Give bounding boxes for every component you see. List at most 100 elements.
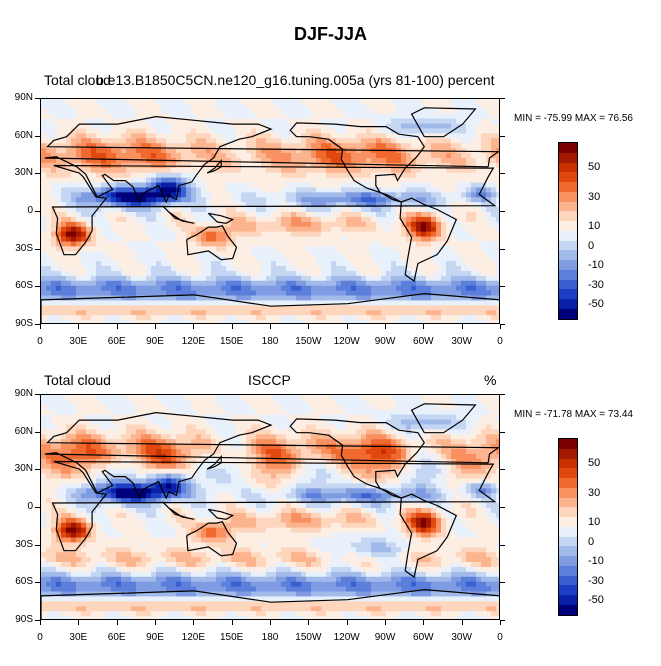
lat-tick [35,394,40,395]
lon-tick-label: 150W [295,632,321,643]
colorbar-segment [559,211,577,221]
colorbar [558,142,578,320]
lon-tick-label: 120E [182,336,205,347]
isccp-panel: Total cloud ISCCP % MIN = -71.78 MAX = 7… [0,366,661,666]
colorbar-segment [559,260,577,270]
lat-tick-label: 30N [15,167,33,178]
colorbar-segment [559,143,577,153]
lon-tick [232,620,233,625]
lat-tick [35,286,40,287]
lat-tick-label: 90S [15,614,33,625]
lat-tick [500,286,505,287]
isccp-difference-map [40,394,500,620]
lon-tick-label: 60E [108,336,126,347]
lon-tick-label: 90E [146,336,164,347]
colorbar-label: -30 [588,279,604,291]
colorbar-label: -10 [588,259,604,271]
colorbar-segment [559,449,577,459]
panel-center-title: b.e13.B1850C5CN.ne120_g16.tuning.005a (y… [96,72,495,88]
colorbar-segment [559,507,577,517]
min-max-readout: MIN = -71.78 MAX = 73.44 [514,409,633,420]
lat-tick-label: 90S [15,318,33,329]
colorbar-segment [559,309,577,319]
lat-tick [500,211,505,212]
lat-tick-label: 0 [27,205,33,216]
colorbar-segment [559,488,577,498]
lon-tick [347,324,348,329]
lat-tick-label: 30S [15,243,33,254]
field-cells [41,99,500,324]
colorbar-label: 30 [588,191,600,203]
colorbar-label: 0 [588,536,594,548]
lon-tick-label: 150W [295,336,321,347]
colorbar-label: 0 [588,240,594,252]
lon-tick [40,620,41,625]
lat-tick [500,545,505,546]
colorbar-label: 50 [588,457,600,469]
lon-tick-label: 60W [413,632,434,643]
colorbar-segment [559,289,577,299]
lon-tick-label: 90E [146,632,164,643]
colorbar-label: 30 [588,487,600,499]
lon-tick [155,620,156,625]
colorbar-label: -30 [588,575,604,587]
lon-tick-label: 0 [37,632,43,643]
lat-tick [35,249,40,250]
lat-tick-label: 0 [27,501,33,512]
lat-tick [35,173,40,174]
lon-tick [462,620,463,625]
colorbar-label: 10 [588,516,600,528]
colorbar-segment [559,202,577,212]
colorbar-segment [559,153,577,163]
colorbar-segment [559,576,577,586]
colorbar-label: 50 [588,161,600,173]
colorbar-segment [559,468,577,478]
min-max-readout: MIN = -75.99 MAX = 76.56 [514,113,633,124]
lon-tick [117,324,118,329]
lon-tick [308,620,309,625]
colorbar-segment [559,221,577,231]
lat-tick [35,211,40,212]
colorbar-segment [559,595,577,605]
colorbar-segment [559,241,577,251]
colorbar-segment [559,163,577,173]
colorbar-segment [559,439,577,449]
colorbar-segment [559,605,577,615]
lat-tick [35,507,40,508]
colorbar [558,438,578,616]
lat-tick [35,582,40,583]
lon-tick [500,620,501,625]
lon-tick [155,324,156,329]
map-field [41,395,500,620]
lat-tick-label: 60N [15,130,33,141]
lat-tick-label: 60N [15,426,33,437]
lat-tick [500,507,505,508]
lon-tick-label: 150E [220,632,243,643]
colorbar-segment [559,280,577,290]
lon-tick-label: 120E [182,632,205,643]
colorbar-segment [559,270,577,280]
lon-tick [500,324,501,329]
lon-tick-label: 90W [375,632,396,643]
colorbar-segment [559,459,577,469]
colorbar-label: -10 [588,555,604,567]
map-field [41,99,500,324]
lat-tick [35,469,40,470]
lon-tick-label: 120W [334,632,360,643]
lon-tick-label: 60E [108,632,126,643]
lat-tick [35,136,40,137]
lat-tick-label: 30S [15,539,33,550]
colorbar-segment [559,585,577,595]
colorbar-segment [559,556,577,566]
figure-title: DJF-JJA [0,24,661,45]
lat-tick-label: 60S [15,576,33,587]
lon-tick [193,620,194,625]
lon-tick [385,324,386,329]
lat-tick [500,469,505,470]
lon-tick-label: 0 [497,336,503,347]
lon-tick [347,620,348,625]
lon-tick-label: 120W [334,336,360,347]
lon-tick-label: 0 [37,336,43,347]
lon-tick [78,324,79,329]
colorbar-label: -50 [588,298,604,310]
